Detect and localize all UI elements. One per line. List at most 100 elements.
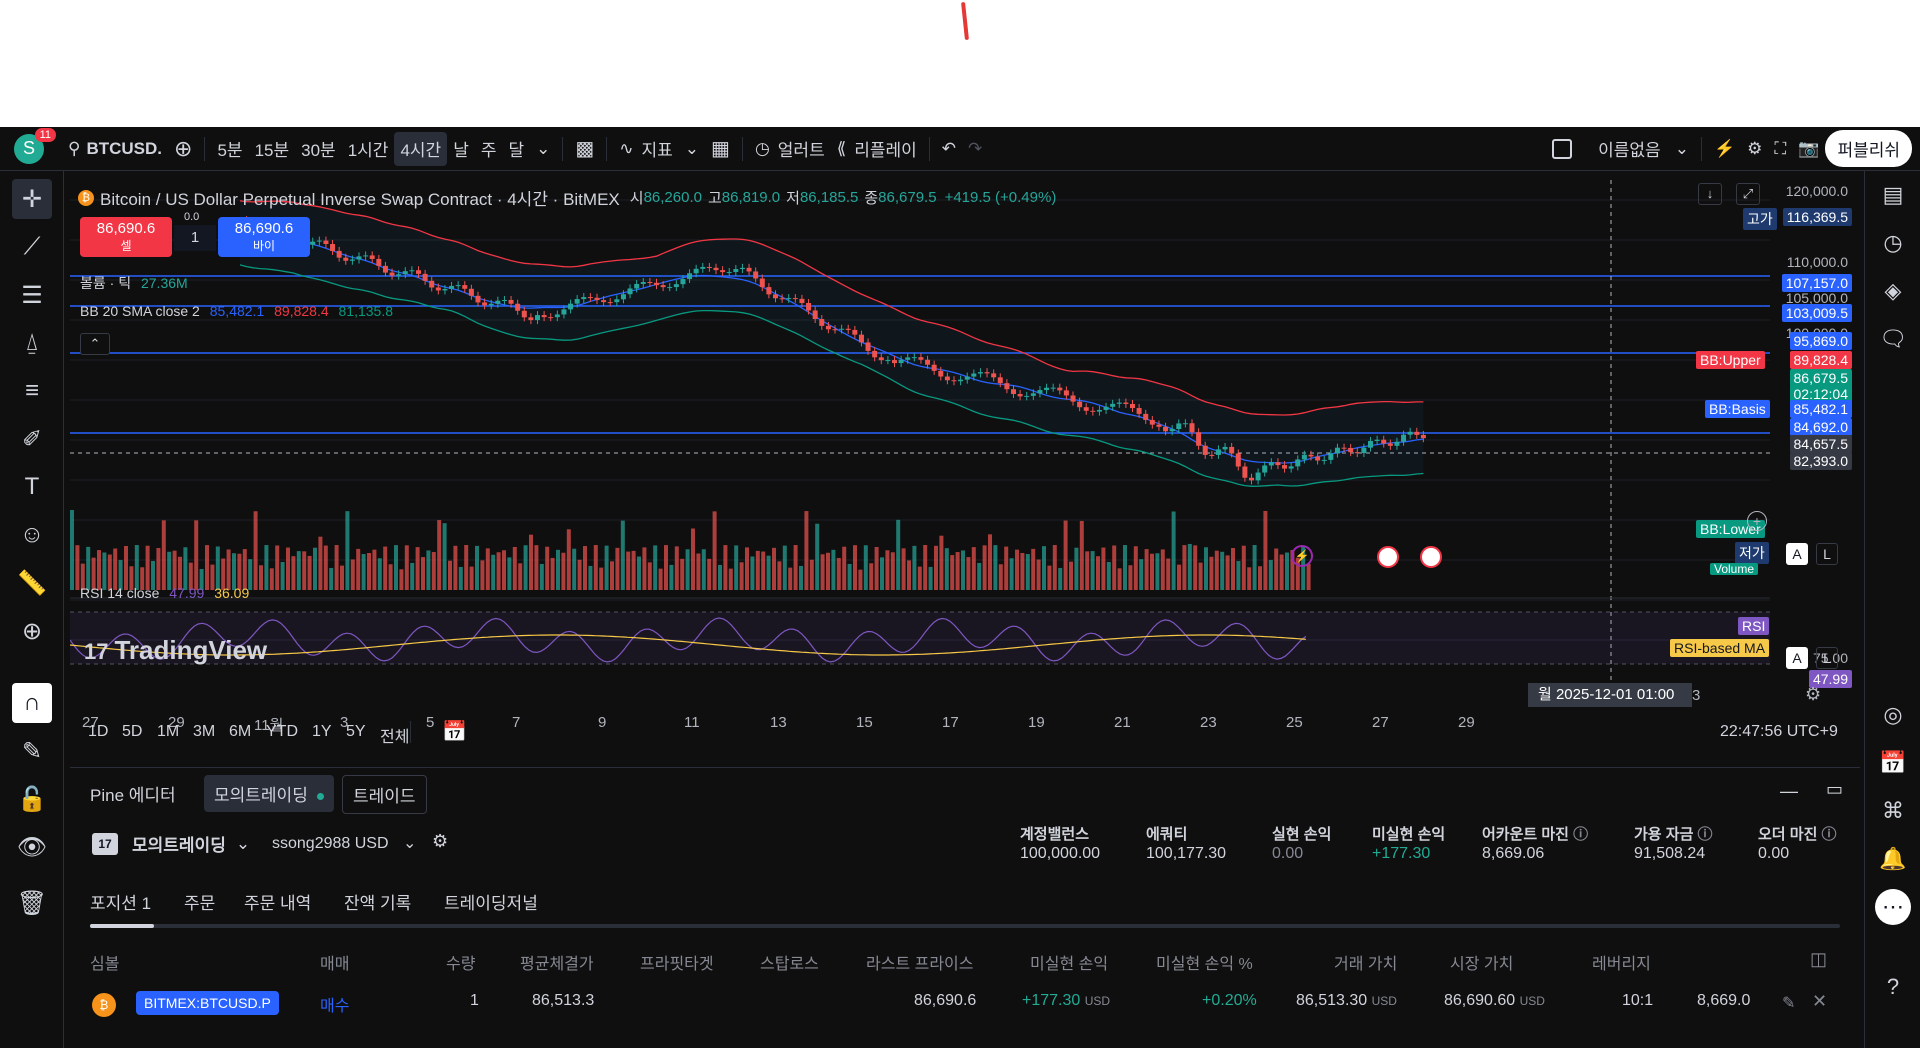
replay-button[interactable]: ⟪ 리플레이 (831, 132, 923, 166)
zoom-icon[interactable]: ⊕ (21, 617, 43, 645)
quantity-field[interactable]: 1 (174, 225, 216, 251)
rsi-auto-scale-button[interactable]: A (1786, 647, 1808, 669)
subtab-trading-journal[interactable]: 트레이딩저널 (444, 894, 538, 913)
indicators-dropdown[interactable]: ⌄ (679, 132, 705, 166)
scroll-down-button[interactable]: ↓ (1698, 183, 1722, 205)
rsi-log-scale-button[interactable]: L (1816, 647, 1838, 669)
avatar[interactable]: S 11 (14, 127, 56, 164)
fib-icon[interactable]: ≡ (24, 377, 39, 404)
col-unrealized-pnl[interactable]: 미실현 손익 (1030, 956, 1109, 973)
collapse-legend-button[interactable]: ⌃ (80, 333, 110, 355)
interval-dropdown[interactable]: ⌄ (530, 132, 556, 166)
trash-icon[interactable]: 🗑 (16, 889, 48, 917)
range-1m[interactable]: 1M (157, 723, 180, 740)
lock-pencil-icon[interactable]: ✎ (21, 737, 43, 765)
col-take-profit[interactable]: 프라핏타겟 (640, 956, 714, 973)
col-qty[interactable]: 수량 (446, 956, 476, 973)
col-side[interactable]: 매매 (320, 956, 350, 973)
range-all[interactable]: 전체 (380, 729, 410, 746)
text-icon[interactable]: T (24, 473, 40, 500)
col-symbol[interactable]: 심볼 (90, 956, 120, 973)
maximize-panel-icon[interactable]: ▭ (1826, 779, 1844, 799)
interval-15m[interactable]: 15분 (254, 141, 290, 160)
interval-day[interactable]: 날 (453, 141, 469, 160)
undo-button[interactable]: ↶ (936, 132, 962, 166)
bb-legend[interactable]: BB 20 SMA close 2 85,482.1 89,828.4 81,1… (80, 303, 393, 319)
interval-month[interactable]: 달 (508, 141, 525, 160)
magnet-icon[interactable]: ∩ (12, 683, 52, 723)
us-flag-event-icon[interactable] (1377, 546, 1399, 568)
horizontal-lines-icon[interactable]: ☰ (21, 281, 43, 309)
minimize-icon[interactable]: — (1780, 781, 1798, 801)
alarm-clock-icon[interactable]: ◷ (1883, 230, 1903, 255)
watchlist-icon[interactable]: ▤ (1882, 182, 1904, 207)
close-position-icon[interactable]: ✕ (1812, 991, 1828, 1011)
bell-icon[interactable]: 🔔 (1879, 846, 1907, 871)
lightning-event-icon[interactable]: ⚡ (1291, 545, 1313, 567)
add-order-plus-icon[interactable]: + (1747, 511, 1767, 531)
chart-type-button[interactable]: ▩ (569, 132, 600, 166)
symbol-search[interactable]: ⚲ BTCUSD. (62, 132, 168, 166)
eye-icon[interactable]: 👁 (16, 833, 48, 861)
range-ytd[interactable]: YTD (266, 723, 298, 740)
layout-select[interactable]: 이름없음 ⌄ (1546, 132, 1695, 166)
subtab-order-history[interactable]: 주문 내역 (244, 894, 312, 913)
help-icon[interactable]: ? (1886, 974, 1900, 999)
interval-4h[interactable]: 4시간 (394, 131, 448, 166)
account-settings-gear-icon[interactable]: ⚙ (432, 831, 449, 851)
range-1d[interactable]: 1D (88, 723, 109, 740)
trendline-icon[interactable]: ⟋ (23, 233, 41, 260)
calendar-icon[interactable]: 📅 (1879, 750, 1907, 775)
chat-icon[interactable]: 🗨 (1879, 326, 1907, 351)
columns-settings-icon[interactable]: ◫ (1810, 949, 1828, 969)
scrollbar-track[interactable] (90, 924, 1840, 928)
fullscreen-button[interactable]: ⛶ (1768, 132, 1792, 166)
brush-icon[interactable]: ✐ (21, 425, 43, 453)
edit-position-icon[interactable]: ✎ (1782, 995, 1796, 1012)
col-leverage[interactable]: 레버리지 (1592, 956, 1651, 973)
col-avg-price[interactable]: 평균체결가 (520, 956, 594, 973)
tab-trade[interactable]: 트레이드 (342, 775, 427, 814)
sell-button[interactable]: 86,690.6 셀 (80, 217, 172, 257)
volume-legend[interactable]: 볼륨 · 틱 27.36M (80, 273, 188, 293)
rsi-legend[interactable]: RSI 14 close 47.99 36.09 (80, 585, 249, 601)
interval-week[interactable]: 주 (480, 141, 497, 160)
price-scale[interactable]: 120,000.0 116,369.5 110,000.0 107,157.0 … (1768, 180, 1860, 710)
redo-button[interactable]: ↷ (962, 132, 988, 166)
layouts-button[interactable]: ▦ (705, 132, 736, 166)
compare-add-button[interactable]: ⊕ (168, 132, 198, 166)
account-select[interactable]: ssong2988 USD ⌄ (272, 833, 416, 853)
subtab-positions[interactable]: 포지션 1 (90, 894, 152, 913)
tab-paper-trading[interactable]: 모의트레이딩 (204, 775, 334, 812)
broadcast-icon[interactable]: ⌘ (1882, 798, 1904, 823)
col-last-price[interactable]: 라스트 프라이스 (866, 956, 974, 973)
date-range-icon[interactable]: 📅 (442, 721, 467, 743)
layers-icon[interactable]: ◈ (1884, 278, 1902, 303)
time-axis[interactable]: 27 29 11월 3 5 7 9 11 13 15 17 19 21 23 25 27 29 (70, 710, 1770, 736)
ruler-icon[interactable]: 📏 (17, 569, 47, 597)
interval-5m[interactable]: 5분 (217, 141, 243, 160)
emoji-icon[interactable]: ☺ (19, 521, 45, 548)
broker-select[interactable]: 17 모의트레이딩 ⌄ (92, 831, 250, 856)
interval-30m[interactable]: 30분 (301, 141, 336, 160)
position-symbol[interactable]: BITMEX:BTCUSD.P (136, 991, 279, 1015)
us-flag-event-icon[interactable] (1420, 546, 1442, 568)
range-5y[interactable]: 5Y (346, 723, 366, 740)
col-stop-loss[interactable]: 스탑로스 (760, 956, 819, 973)
time-settings-icon[interactable]: ⚙ (1805, 684, 1822, 704)
apps-grid-icon[interactable]: ⋯ (1875, 889, 1911, 925)
subtab-balance-history[interactable]: 잔액 기록 (344, 894, 412, 913)
subtab-orders[interactable]: 주문 (184, 894, 216, 913)
target-icon[interactable]: ◎ (1883, 702, 1903, 727)
alert-button[interactable]: ◷ 얼러트 (749, 132, 831, 166)
auto-scale-button[interactable]: A (1786, 543, 1808, 565)
tab-pine-editor[interactable]: Pine 에디터 (90, 786, 176, 805)
range-3m[interactable]: 3M (193, 723, 216, 740)
price-chart[interactable] (70, 180, 1860, 710)
snapshot-button[interactable]: 📷 (1792, 132, 1825, 166)
log-scale-button[interactable]: L (1816, 543, 1838, 565)
buy-button[interactable]: 86,690.6 바이 (218, 217, 310, 257)
interval-1h[interactable]: 1시간 (347, 141, 389, 160)
pattern-icon[interactable]: ⍙ (24, 329, 40, 356)
lock-icon[interactable]: 🔓 (17, 785, 47, 813)
